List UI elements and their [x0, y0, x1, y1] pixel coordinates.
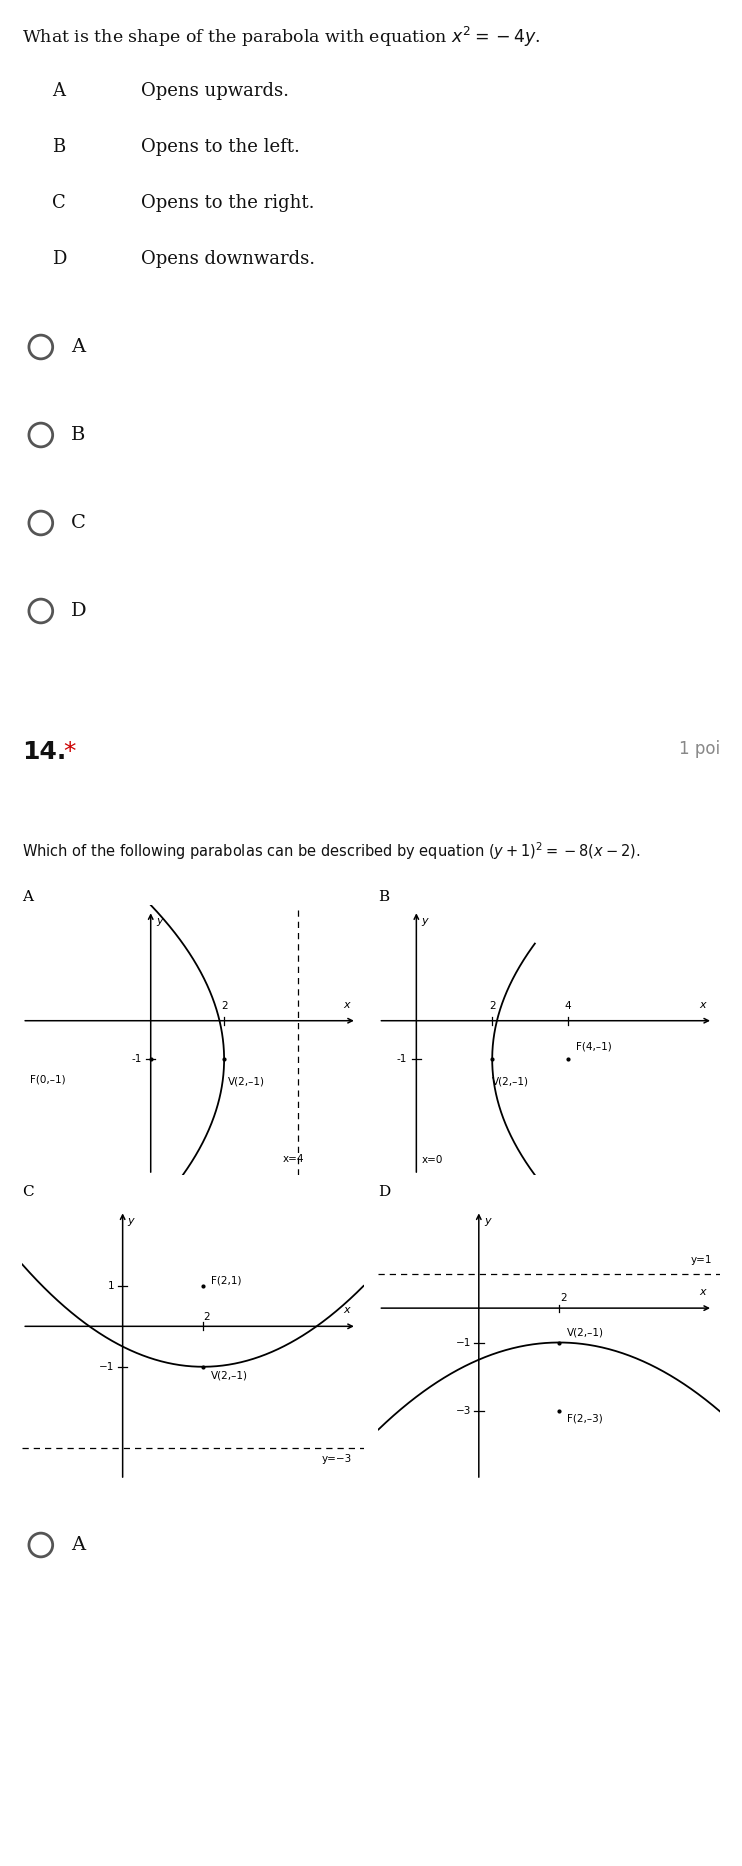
Text: F(2,–3): F(2,–3)	[567, 1414, 603, 1424]
Text: C: C	[52, 194, 66, 213]
Text: 1: 1	[108, 1280, 114, 1291]
Text: −1: −1	[456, 1338, 470, 1347]
Text: x: x	[344, 1306, 350, 1316]
Text: x=0: x=0	[422, 1155, 444, 1166]
Text: D: D	[378, 1185, 391, 1200]
Text: y: y	[128, 1217, 134, 1226]
Text: V(2,–1): V(2,–1)	[567, 1327, 604, 1338]
Text: C: C	[71, 513, 86, 532]
Text: B: B	[71, 425, 85, 444]
Text: A: A	[22, 890, 33, 903]
Text: −3: −3	[456, 1407, 470, 1416]
Text: x: x	[700, 1000, 706, 1010]
Text: 4: 4	[565, 1000, 571, 1011]
Text: Opens to the right.: Opens to the right.	[141, 194, 315, 213]
Text: D: D	[71, 603, 87, 620]
Text: Opens downwards.: Opens downwards.	[141, 250, 315, 269]
Text: B: B	[378, 890, 390, 903]
Text: V(2,–1): V(2,–1)	[228, 1077, 265, 1086]
Text: x: x	[700, 1288, 706, 1297]
Text: 2: 2	[489, 1000, 496, 1011]
Text: A: A	[71, 1536, 85, 1554]
Text: y: y	[156, 916, 162, 926]
Text: A: A	[71, 338, 85, 356]
Text: 2: 2	[221, 1000, 228, 1011]
Text: Opens to the left.: Opens to the left.	[141, 138, 300, 157]
Text: y=−3: y=−3	[321, 1454, 352, 1463]
Text: B: B	[52, 138, 65, 157]
Text: Opens upwards.: Opens upwards.	[141, 82, 289, 101]
Text: x=4: x=4	[283, 1153, 305, 1164]
Text: V(2,–1): V(2,–1)	[211, 1372, 248, 1381]
Text: 2: 2	[203, 1312, 210, 1323]
Text: y: y	[421, 916, 428, 926]
Text: F(0,–1): F(0,–1)	[30, 1075, 65, 1084]
Text: V(2,–1): V(2,–1)	[492, 1077, 529, 1086]
Text: What is the shape of the parabola with equation $x^2 = -4y$.: What is the shape of the parabola with e…	[22, 24, 541, 49]
Text: F(2,1): F(2,1)	[211, 1276, 241, 1286]
Text: F(4,–1): F(4,–1)	[576, 1041, 611, 1052]
Text: C: C	[22, 1185, 34, 1200]
Text: -1: -1	[131, 1054, 142, 1064]
Text: Which of the following parabolas can be described by equation $(y+1)^2 = -8(x-2): Which of the following parabolas can be …	[22, 840, 640, 862]
Text: 1 poi: 1 poi	[679, 741, 720, 758]
Text: 14.: 14.	[22, 741, 67, 763]
Text: D: D	[52, 250, 66, 269]
Text: −1: −1	[99, 1362, 114, 1372]
Text: 2: 2	[559, 1293, 566, 1302]
Text: y: y	[484, 1217, 490, 1226]
Text: -1: -1	[396, 1054, 407, 1064]
Text: *: *	[63, 741, 76, 763]
Text: A: A	[52, 82, 65, 101]
Text: y=1: y=1	[690, 1256, 712, 1265]
Text: x: x	[344, 1000, 350, 1010]
